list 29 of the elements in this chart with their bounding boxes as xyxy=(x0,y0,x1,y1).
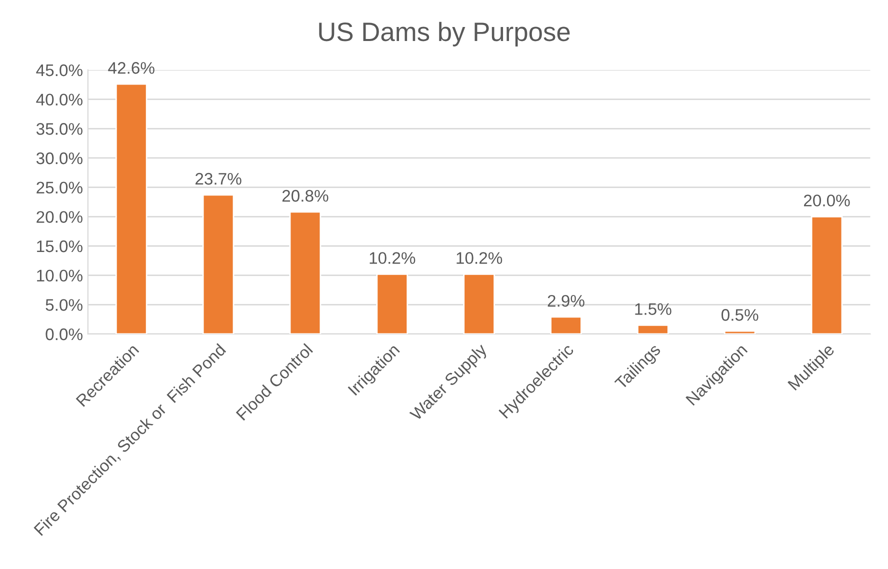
y-tick-label: 45.0% xyxy=(36,64,82,76)
bar xyxy=(550,316,582,334)
y-tick-label: 35.0% xyxy=(36,123,82,135)
bar xyxy=(637,324,669,334)
data-label: 10.2% xyxy=(456,252,502,264)
y-tick-label: 0.0% xyxy=(46,328,82,340)
bar xyxy=(463,273,495,334)
bar xyxy=(810,216,843,334)
y-tick-label: 30.0% xyxy=(36,152,82,164)
y-tick-label: 25.0% xyxy=(36,182,82,194)
data-label: 2.9% xyxy=(548,294,584,307)
data-label: 23.7% xyxy=(196,172,242,185)
data-label: 0.5% xyxy=(722,309,758,321)
y-tick-label: 20.0% xyxy=(36,211,82,223)
data-label: 1.5% xyxy=(635,303,672,315)
bar xyxy=(724,330,756,334)
bar xyxy=(115,83,148,334)
chart-title: US Dams by Purpose xyxy=(319,22,570,46)
data-label: 42.6% xyxy=(108,62,154,74)
data-label: 10.2% xyxy=(370,252,416,264)
y-tick-label: 10.0% xyxy=(37,270,82,282)
bar xyxy=(202,194,234,334)
bar xyxy=(289,211,322,334)
y-tick-label: 40.0% xyxy=(36,94,82,106)
y-tick-label: 15.0% xyxy=(37,240,82,252)
bar xyxy=(376,273,408,334)
data-label: 20.0% xyxy=(804,194,850,206)
y-tick-label: 5.0% xyxy=(46,299,82,311)
data-label: 20.8% xyxy=(282,190,328,202)
